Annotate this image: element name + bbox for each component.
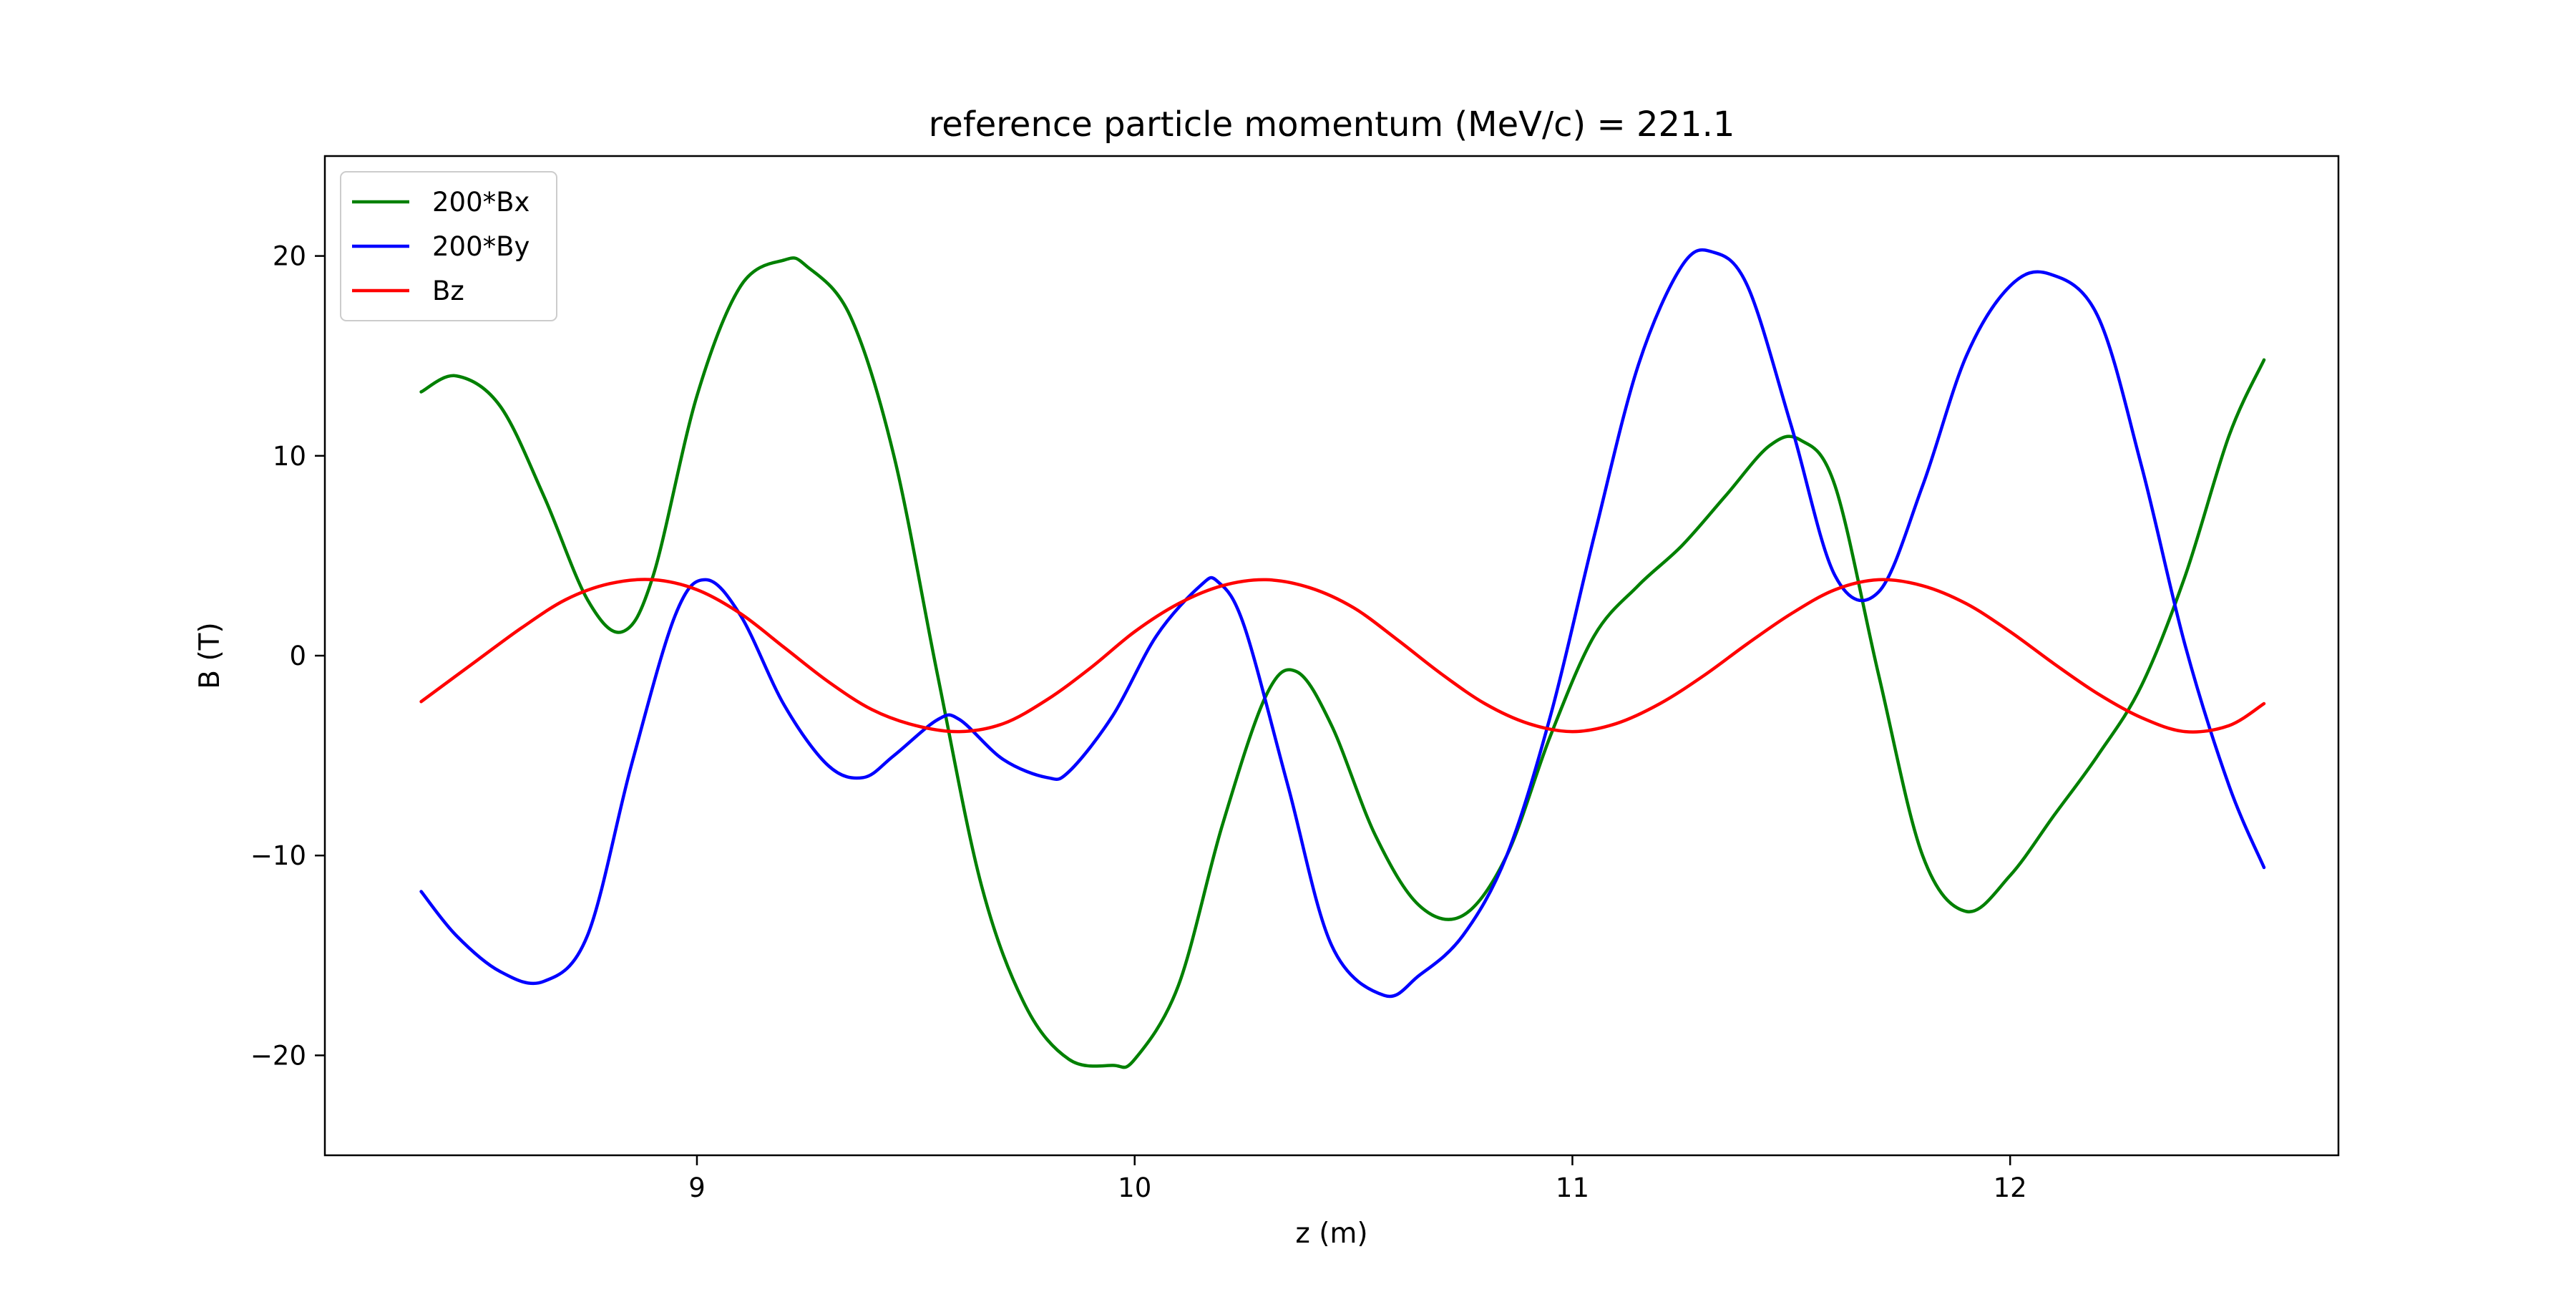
x-tick-label-1: 10 <box>1118 1172 1151 1203</box>
series-line-1 <box>419 248 2266 999</box>
legend-label-1: 200*By <box>432 231 530 262</box>
x-axis-label: z (m) <box>1295 1218 1367 1250</box>
legend-label-0: 200*Bx <box>432 187 530 218</box>
y-tick-label-2: 0 <box>289 641 306 671</box>
x-tick-label-3: 12 <box>1994 1172 2027 1203</box>
y-tick-label-1: −10 <box>250 840 306 871</box>
chart-title: reference particle momentum (MeV/c) = 22… <box>929 105 1735 145</box>
y-tick-label-3: 10 <box>273 441 306 472</box>
y-axis-label: B (T) <box>194 622 226 689</box>
y-tick-label-4: 20 <box>273 241 306 272</box>
legend: 200*Bx 200*By Bz <box>340 171 557 321</box>
legend-label-2: Bz <box>432 276 464 306</box>
series-line-2 <box>419 578 2266 734</box>
x-tick-label-0: 9 <box>688 1172 706 1203</box>
x-tick-label-2: 11 <box>1556 1172 1589 1203</box>
ticks-layer: 9 10 11 12 −20 −10 0 10 20 <box>250 241 2027 1203</box>
series-line-0 <box>419 256 2266 1069</box>
y-tick-label-0: −20 <box>250 1040 306 1071</box>
legend-box <box>340 171 557 321</box>
series-layer <box>419 248 2266 1069</box>
